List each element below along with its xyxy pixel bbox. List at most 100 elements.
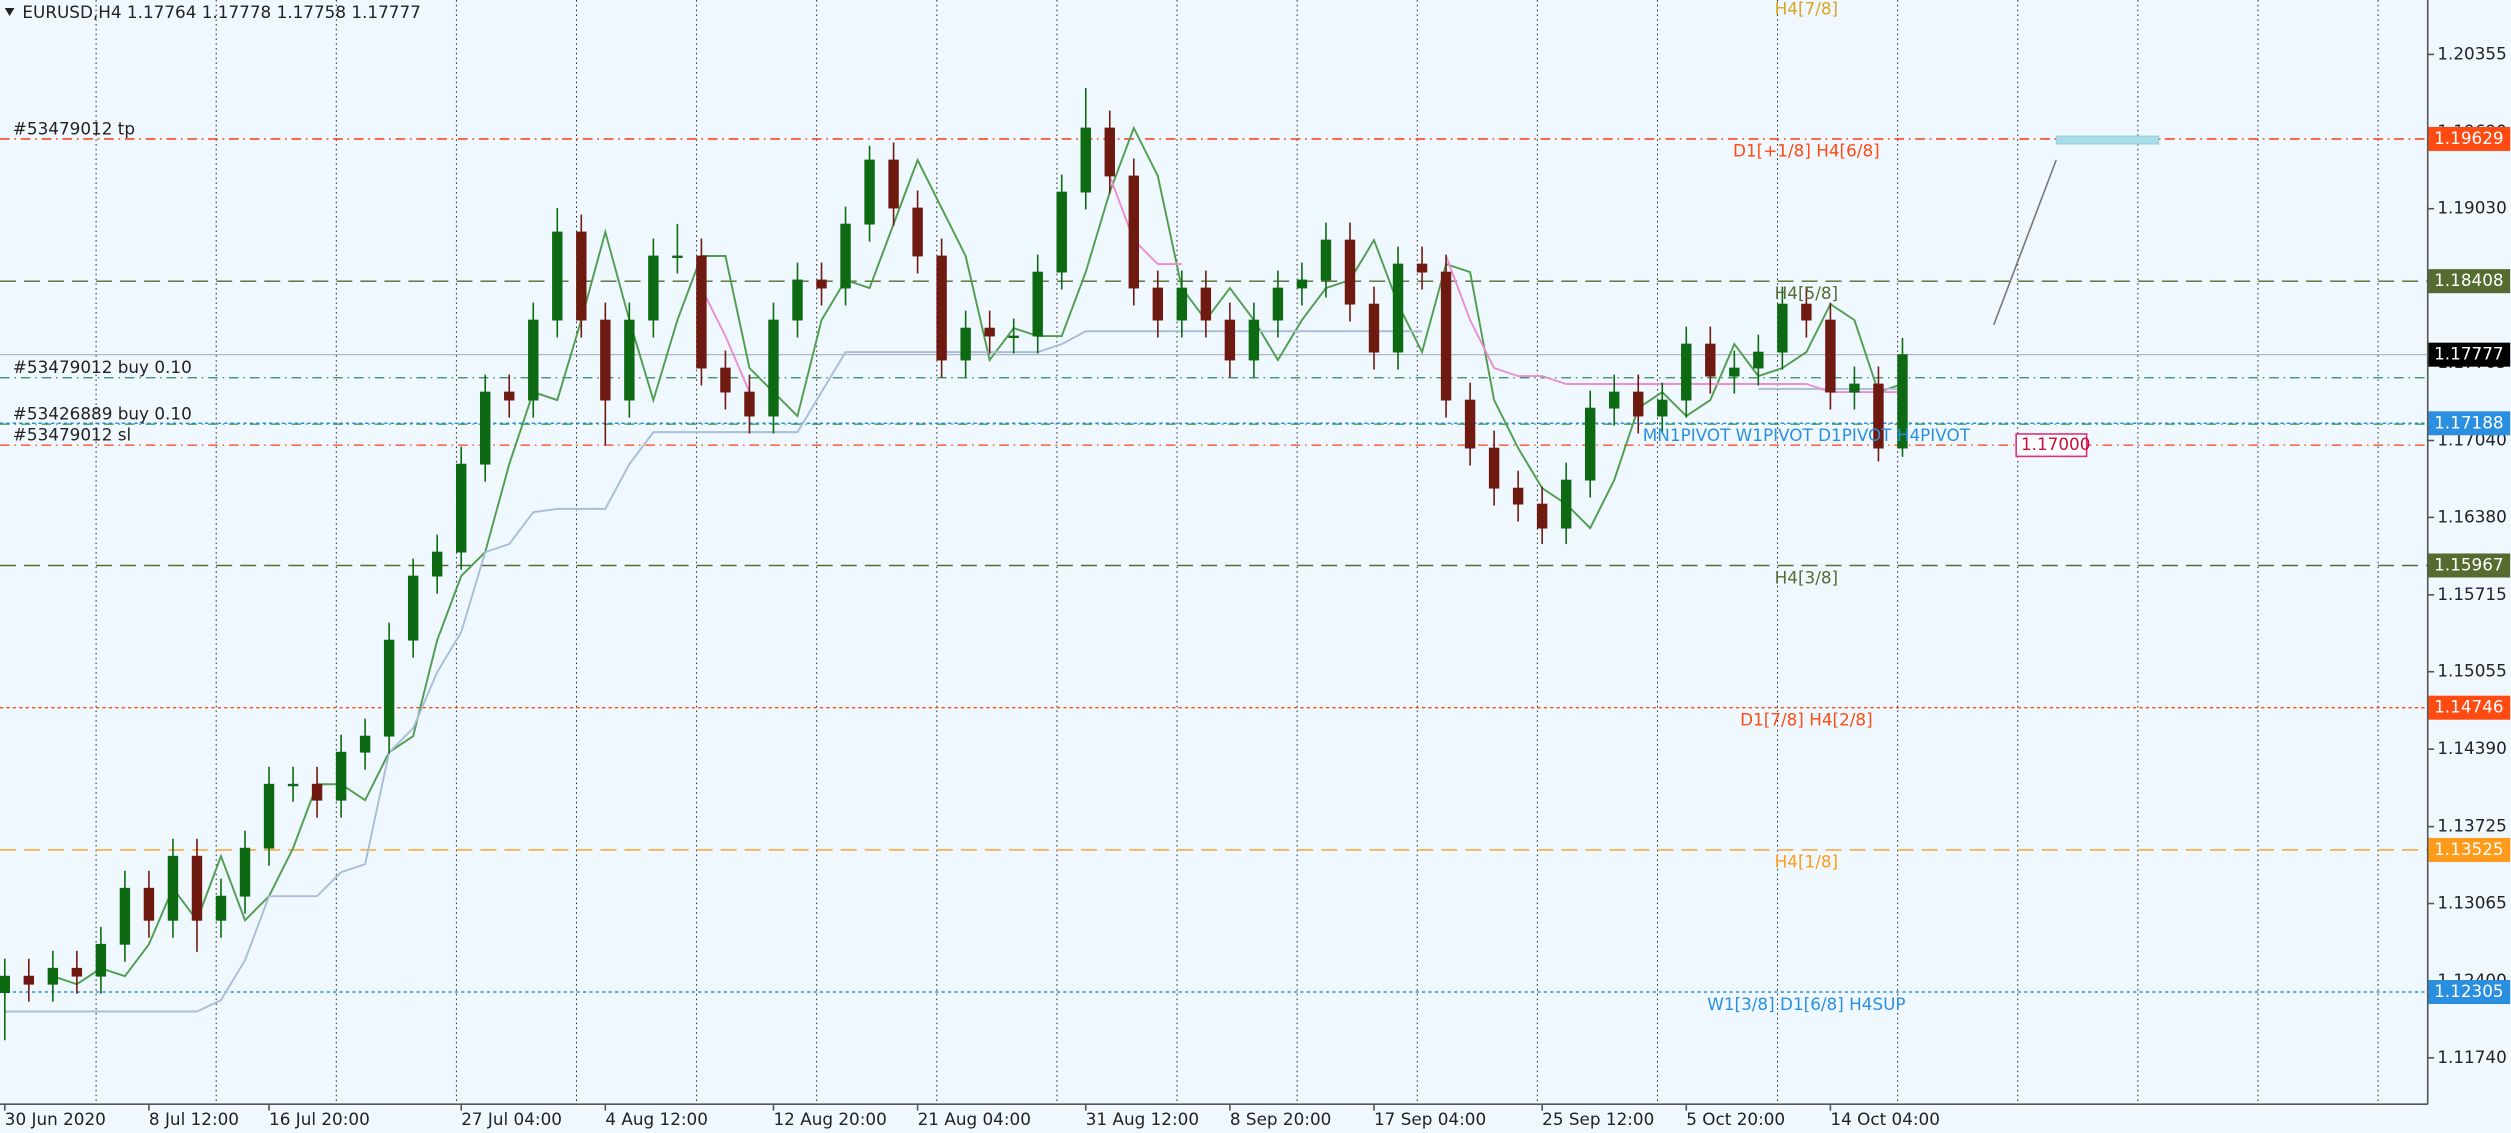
price-box: [2428, 695, 2511, 720]
indicator-line: [4, 330, 1423, 1013]
candle-body: [47, 967, 59, 985]
menu-arrow[interactable]: [4, 8, 15, 17]
price-box: [2428, 342, 2511, 367]
candle-body: [1392, 263, 1404, 353]
price-box: [2428, 269, 2511, 294]
price-box-label: 1.14746: [2434, 697, 2503, 717]
x-tick-label: 8 Sep 20:00: [1230, 1109, 1331, 1129]
level-label: W1[3/8] D1[6/8] H4SUP: [1707, 994, 1905, 1014]
x-tick-label: 31 Aug 12:00: [1086, 1109, 1199, 1129]
price-tag-label: 1.17000: [2021, 434, 2090, 454]
candle-body: [936, 255, 947, 361]
y-tick-label: 1.19030: [2437, 198, 2506, 218]
price-box: [2428, 837, 2511, 862]
candle-body: [600, 319, 611, 401]
y-tick-label: 1.16380: [2437, 506, 2506, 526]
x-tick-label: 17 Sep 04:00: [1374, 1109, 1486, 1129]
candle-body: [792, 279, 803, 321]
price-tag: [2015, 433, 2088, 458]
price-box-label: 1.17188: [2434, 412, 2503, 432]
trend-line: [1992, 159, 2057, 326]
candle-body: [119, 887, 131, 945]
chart-title: EURUSD,H4 1.17764 1.17778 1.17758 1.1777…: [22, 2, 420, 22]
candle-body: [1200, 287, 1212, 321]
target-box: [2055, 135, 2160, 145]
candle-body: [215, 895, 227, 921]
order-label: #53479012 buy 0.10: [13, 357, 192, 377]
price-box: [2428, 126, 2511, 151]
candle-body: [1753, 351, 1764, 369]
candle-body: [1368, 303, 1380, 353]
candle-body: [1488, 447, 1500, 489]
x-tick-label: 27 Jul 04:00: [461, 1109, 562, 1129]
candle-body: [1152, 287, 1164, 321]
x-tick-label: 16 Jul 20:00: [269, 1109, 370, 1129]
candle-body: [407, 575, 419, 641]
axes: 1.203551.196901.190301.183651.177051.170…: [4, 43, 2511, 1129]
candle-body: [1873, 383, 1884, 449]
candle-body: [191, 855, 203, 921]
candle-body: [576, 231, 587, 321]
candle-body: [0, 975, 11, 994]
candle-body: [1536, 503, 1548, 529]
y-tick-label: 1.13725: [2437, 816, 2506, 836]
order-label: #53479012 sl: [13, 425, 131, 445]
candle-body: [383, 639, 395, 737]
candle-body: [864, 159, 875, 225]
order-label: #53426889 buy 0.10: [13, 403, 192, 423]
candle-body: [1825, 319, 1836, 393]
y-tick-label: 1.14390: [2437, 738, 2506, 758]
x-tick-label: 5 Oct 20:00: [1686, 1109, 1785, 1129]
candles: [0, 88, 1908, 1041]
x-tick-label: 4 Aug 12:00: [605, 1109, 708, 1129]
candle-body: [696, 255, 707, 369]
x-tick-label: 8 Jul 12:00: [149, 1109, 239, 1129]
candle-body: [1609, 391, 1620, 409]
candle-body: [287, 783, 299, 787]
grid: [95, 0, 2379, 1105]
level-label: H4[5/8]: [1775, 283, 1838, 303]
candle-body: [840, 223, 851, 289]
y-tick-label: 1.20355: [2437, 43, 2506, 63]
candle-body: [1849, 383, 1860, 393]
price-box: [2428, 980, 2511, 1005]
y-tick-label: 1.15715: [2437, 584, 2506, 604]
candle-body: [1224, 319, 1236, 361]
candle-body: [1416, 263, 1428, 273]
x-tick-label: 14 Oct 04:00: [1830, 1109, 1940, 1129]
level-label: D1[+1/8] H4[6/8]: [1733, 141, 1880, 161]
candle-body: [1729, 367, 1740, 377]
price-box-label: 1.12305: [2434, 981, 2503, 1001]
price-box-label: 1.15967: [2434, 554, 2503, 574]
indicator-line: [52, 125, 1903, 986]
candle-body: [912, 207, 923, 257]
candle-body: [167, 855, 179, 921]
level-label: H4[3/8]: [1775, 567, 1838, 587]
candle-body: [1584, 407, 1596, 481]
x-tick-label: 25 Sep 12:00: [1542, 1109, 1654, 1129]
y-tick-label: 1.13065: [2437, 893, 2506, 913]
candle-body: [480, 391, 491, 465]
candle-body: [95, 943, 107, 977]
candle-body: [648, 255, 659, 321]
level-label: H4[1/8]: [1775, 852, 1838, 872]
candle-body: [1512, 487, 1524, 505]
candle-body: [71, 967, 83, 977]
candle-body: [1633, 391, 1644, 417]
x-tick-label: 21 Aug 04:00: [918, 1109, 1031, 1129]
candle-body: [744, 391, 755, 417]
candle-body: [1296, 279, 1308, 289]
candle-body: [1681, 343, 1692, 401]
candle-body: [504, 391, 515, 401]
candle-body: [263, 783, 275, 849]
candle-body: [1056, 191, 1067, 273]
candle-body: [455, 463, 467, 553]
level-label: MN1PIVOT W1PIVOT D1PIVOT H4PIVOT: [1643, 425, 1971, 445]
candle-body: [1705, 343, 1716, 377]
candle-body: [359, 735, 371, 753]
order-label: #53479012 tp: [13, 118, 135, 138]
candle-body: [23, 975, 35, 985]
candle-body: [143, 887, 155, 921]
candle-body: [768, 319, 779, 417]
